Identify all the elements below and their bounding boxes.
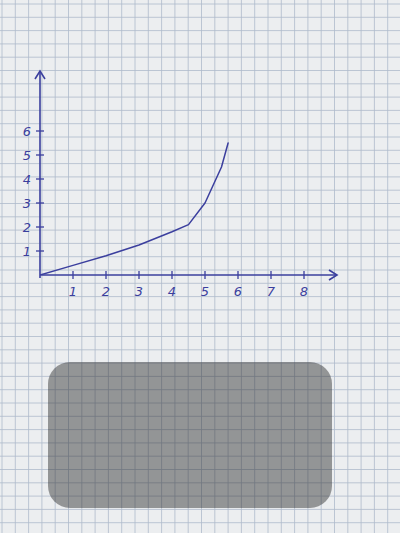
paper-line [347, 0, 348, 533]
paper-line [0, 309, 400, 310]
x-axis [40, 274, 337, 276]
data-line [40, 143, 228, 275]
paper [0, 0, 400, 533]
paper-line [334, 0, 335, 533]
paper-line [0, 150, 400, 151]
y-tick-label: 6 [23, 124, 31, 139]
x-tick-label: 5 [201, 284, 209, 299]
paper-line [361, 0, 362, 533]
x-tick [72, 271, 73, 279]
x-tick [204, 271, 205, 279]
paper-line [28, 0, 29, 533]
paper-line [0, 216, 400, 217]
paper-line [0, 203, 400, 204]
paper-line [0, 190, 400, 191]
shadow [48, 362, 332, 508]
y-tick [36, 250, 44, 251]
paper-line [0, 243, 400, 244]
y-tick [36, 202, 44, 203]
paper-line [0, 137, 400, 138]
x-tick-label: 6 [234, 284, 242, 299]
x-tick-label: 2 [102, 284, 110, 299]
y-tick-label: 1 [23, 244, 31, 259]
x-tick-label: 3 [135, 284, 143, 299]
paper-line [0, 323, 400, 324]
paper-line [0, 336, 400, 337]
paper-line [0, 522, 400, 523]
paper-line [0, 256, 400, 257]
paper-line [0, 17, 400, 18]
x-tick-label: 1 [69, 284, 77, 299]
paper-line [0, 70, 400, 71]
paper-line [0, 30, 400, 31]
y-tick-label: 4 [23, 172, 31, 187]
y-tick [36, 226, 44, 227]
y-tick [36, 178, 44, 179]
paper-line [15, 0, 16, 533]
x-arrow [329, 270, 337, 280]
paper-line [0, 4, 400, 5]
paper-line [0, 176, 400, 177]
x-tick [138, 271, 139, 279]
axes: 1 2 3 4 5 6 7 8 1 2 3 4 5 6 [23, 71, 337, 299]
paper-line [0, 43, 400, 44]
x-tick [237, 271, 238, 279]
x-tick [303, 271, 304, 279]
y-tick-label: 2 [23, 220, 31, 235]
y-tick-label: 5 [23, 148, 31, 163]
x-tick [171, 271, 172, 279]
x-tick-label: 4 [168, 284, 176, 299]
y-axis [39, 71, 41, 278]
y-arrow [35, 71, 45, 79]
paper-line [0, 97, 400, 98]
x-tick-label: 7 [267, 284, 276, 299]
y-tick [36, 154, 44, 155]
paper-line [0, 110, 400, 111]
paper-line [0, 509, 400, 510]
paper-line [374, 0, 375, 533]
plot-area [40, 143, 228, 275]
x-tick-label: 8 [300, 284, 308, 299]
x-tick [270, 271, 271, 279]
y-tick [36, 130, 44, 131]
paper-line [0, 57, 400, 58]
paper-grid [0, 0, 400, 533]
paper-line [0, 123, 400, 124]
paper-line [0, 163, 400, 164]
paper-line [0, 83, 400, 84]
paper-line [2, 0, 3, 533]
chart-root: 1 2 3 4 5 6 7 8 1 2 3 4 5 6 [0, 0, 400, 533]
y-tick-label: 3 [23, 196, 31, 211]
paper-line [387, 0, 388, 533]
paper-line [0, 349, 400, 350]
paper-line [0, 230, 400, 231]
x-tick [105, 271, 106, 279]
paper-line [41, 0, 42, 533]
